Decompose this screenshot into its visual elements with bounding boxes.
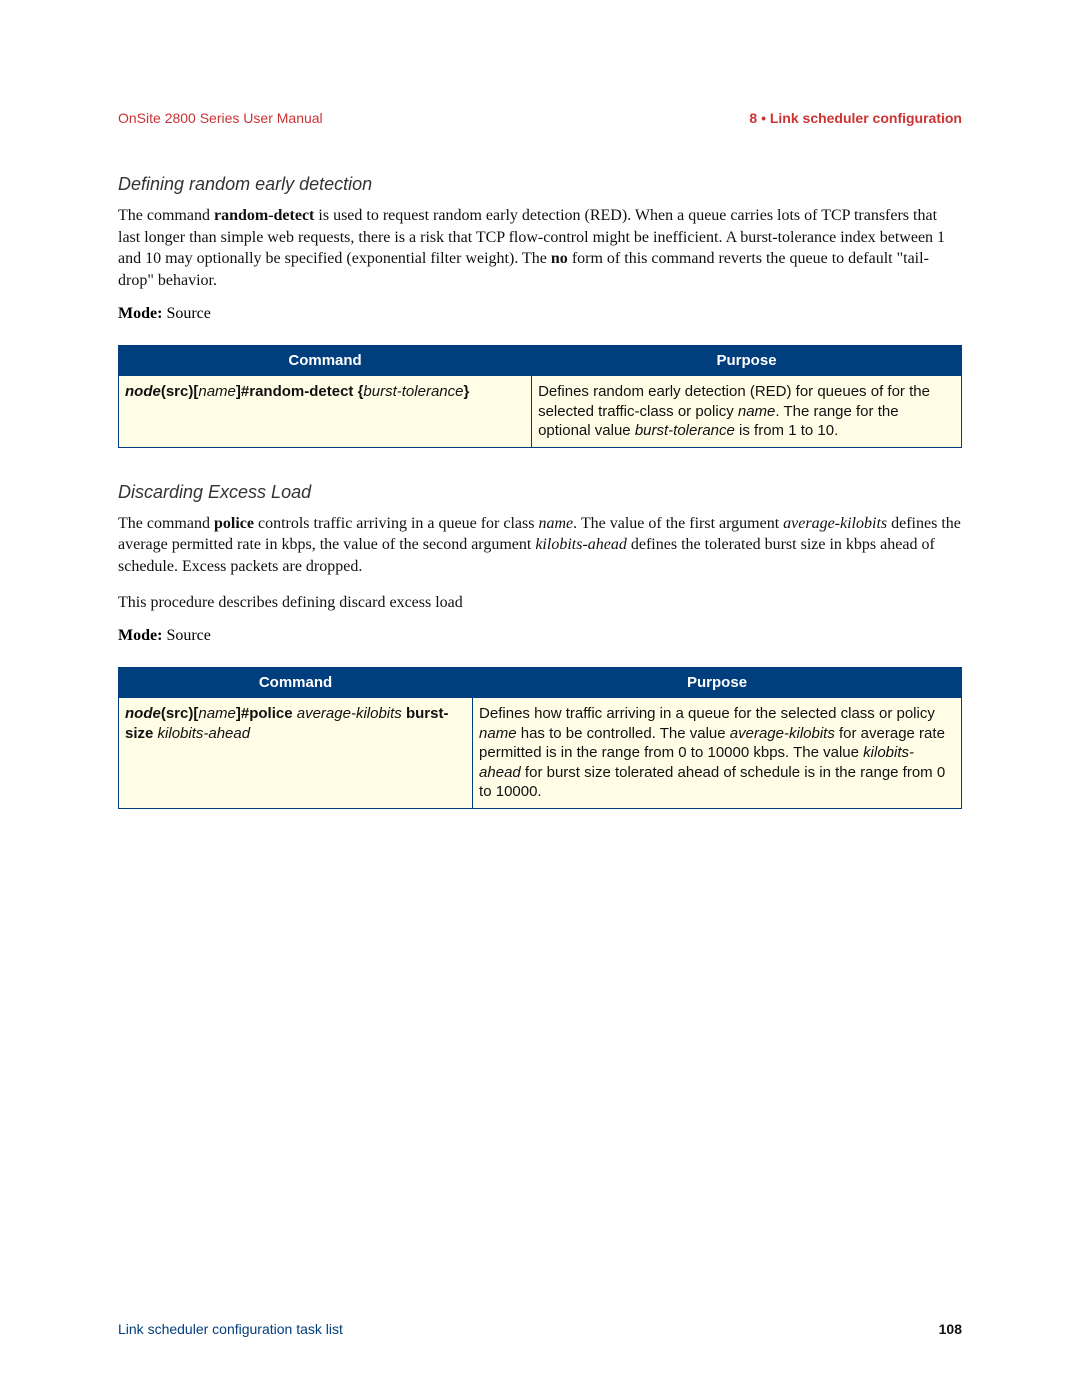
text-italic: name (479, 725, 517, 742)
text: controls traffic arriving in a queue for… (254, 515, 539, 532)
text: . The value of the first argument (573, 515, 783, 532)
table-header-row: Command Purpose (119, 668, 962, 698)
cmd-part: burst-tolerance (363, 383, 463, 400)
table-row: node(src)[name]#police average-kilobits … (119, 698, 962, 809)
footer-right: 108 (939, 1321, 962, 1337)
text-italic: average-kilobits (730, 725, 835, 742)
command-table-1: Command Purpose node(src)[name]#random-d… (118, 345, 962, 448)
table-row: node(src)[name]#random-detect {burst-tol… (119, 376, 962, 448)
text-italic: name (738, 403, 776, 420)
cell-purpose: Defines how traffic arriving in a queue … (473, 698, 962, 809)
header-left: OnSite 2800 Series User Manual (118, 110, 323, 126)
text: Defines how traffic arriving in a queue … (479, 705, 935, 722)
command-table-2: Command Purpose node(src)[name]#police a… (118, 667, 962, 809)
text-bold: police (214, 515, 254, 532)
text-italic: burst-tolerance (635, 422, 735, 439)
cell-command: node(src)[name]#random-detect {burst-tol… (119, 376, 532, 448)
footer-left: Link scheduler configuration task list (118, 1321, 343, 1337)
text: The command (118, 515, 214, 532)
mode-value: Source (162, 305, 210, 322)
text: is from 1 to 10. (735, 422, 838, 439)
col-header-command: Command (119, 668, 473, 698)
section-discard-excess: Discarding Excess Load The command polic… (118, 482, 962, 809)
cmd-part: name (198, 705, 236, 722)
section-heading: Defining random early detection (118, 174, 962, 195)
cell-purpose: Defines random early detection (RED) for… (532, 376, 962, 448)
cmd-part: kilobits-ahead (158, 725, 251, 742)
page-header: OnSite 2800 Series User Manual 8 • Link … (118, 110, 962, 126)
cmd-part: ]#random-detect { (236, 383, 364, 400)
cmd-part: average-kilobits (297, 705, 402, 722)
mode-line: Mode: Source (118, 305, 962, 323)
cmd-part: } (463, 383, 469, 400)
mode-label: Mode: (118, 305, 162, 322)
text-italic: kilobits-ahead (535, 536, 627, 553)
text: has to be controlled. The value (517, 725, 730, 742)
section-heading: Discarding Excess Load (118, 482, 962, 503)
table-header-row: Command Purpose (119, 346, 962, 376)
mode-label: Mode: (118, 627, 162, 644)
text-italic: name (538, 515, 573, 532)
text: for burst size tolerated ahead of schedu… (479, 764, 945, 801)
cmd-part: node (125, 705, 161, 722)
cell-command: node(src)[name]#police average-kilobits … (119, 698, 473, 809)
mode-line: Mode: Source (118, 627, 962, 645)
mode-value: Source (162, 627, 210, 644)
text: The command (118, 207, 214, 224)
page-footer: Link scheduler configuration task list 1… (118, 1321, 962, 1337)
section-random-detect: Defining random early detection The comm… (118, 174, 962, 448)
text-italic: average-kilobits (783, 515, 887, 532)
cmd-part: (src)[ (161, 383, 199, 400)
section-paragraph: The command random-detect is used to req… (118, 205, 962, 291)
section-paragraph-2: This procedure describes defining discar… (118, 592, 962, 614)
text-bold: random-detect (214, 207, 314, 224)
cmd-part: ]#police (236, 705, 297, 722)
col-header-purpose: Purpose (532, 346, 962, 376)
page-content: OnSite 2800 Series User Manual 8 • Link … (0, 0, 1080, 809)
col-header-command: Command (119, 346, 532, 376)
section-paragraph: The command police controls traffic arri… (118, 513, 962, 578)
cmd-part: node (125, 383, 161, 400)
cmd-part: name (198, 383, 236, 400)
col-header-purpose: Purpose (473, 668, 962, 698)
text-bold: no (551, 250, 568, 267)
cmd-part: (src)[ (161, 705, 199, 722)
header-right: 8 • Link scheduler configuration (749, 110, 962, 126)
